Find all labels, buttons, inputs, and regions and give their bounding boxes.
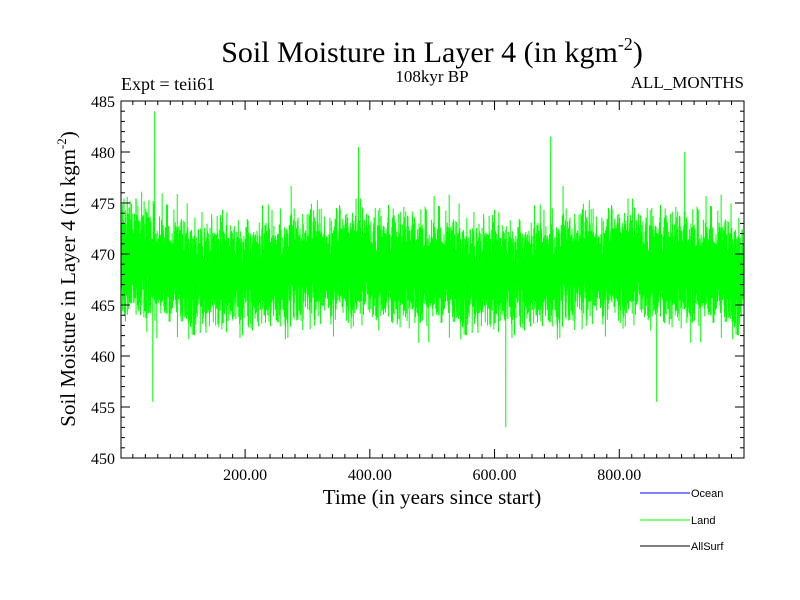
legend-label-allsurf: AllSurf xyxy=(691,541,724,553)
subtitle-center: 108kyr BP xyxy=(395,67,468,86)
y-tick-label: 475 xyxy=(91,196,115,213)
legend-label-ocean: Ocean xyxy=(691,488,723,500)
legend: Ocean Land AllSurf xyxy=(640,488,724,553)
y-axis-label: Soil Moisture in Layer 4 (in kgm-2) xyxy=(54,131,80,426)
subtitle-right: ALL_MONTHS xyxy=(631,73,744,92)
chart-title: Soil Moisture in Layer 4 (in kgm-2) xyxy=(221,34,643,69)
y-tick-label: 480 xyxy=(91,145,115,162)
y-tick-label: 485 xyxy=(91,94,115,111)
y-tick-label: 460 xyxy=(91,349,115,366)
y-tick-label: 450 xyxy=(91,451,115,468)
x-axis-label: Time (in years since start) xyxy=(323,485,542,509)
y-tick-label: 465 xyxy=(91,298,115,315)
subtitle-left: Expt = teii61 xyxy=(121,74,215,94)
legend-label-land: Land xyxy=(691,515,715,527)
y-tick-label: 455 xyxy=(91,400,115,417)
series-line-land xyxy=(120,111,745,428)
legend-item-land: Land xyxy=(640,515,715,527)
legend-item-allsurf: AllSurf xyxy=(640,541,724,553)
axis-ticks: 450 455 460 465 470 475 480 485 200.00 400.00 600.… xyxy=(91,94,744,484)
y-tick-label: 470 xyxy=(91,247,115,264)
x-tick-label: 200.00 xyxy=(223,467,267,484)
x-tick-label: 400.00 xyxy=(348,467,392,484)
legend-item-ocean: Ocean xyxy=(640,488,723,500)
x-tick-label: 800.00 xyxy=(597,467,641,484)
plot-area xyxy=(120,111,745,428)
x-tick-label: 600.00 xyxy=(473,467,517,484)
